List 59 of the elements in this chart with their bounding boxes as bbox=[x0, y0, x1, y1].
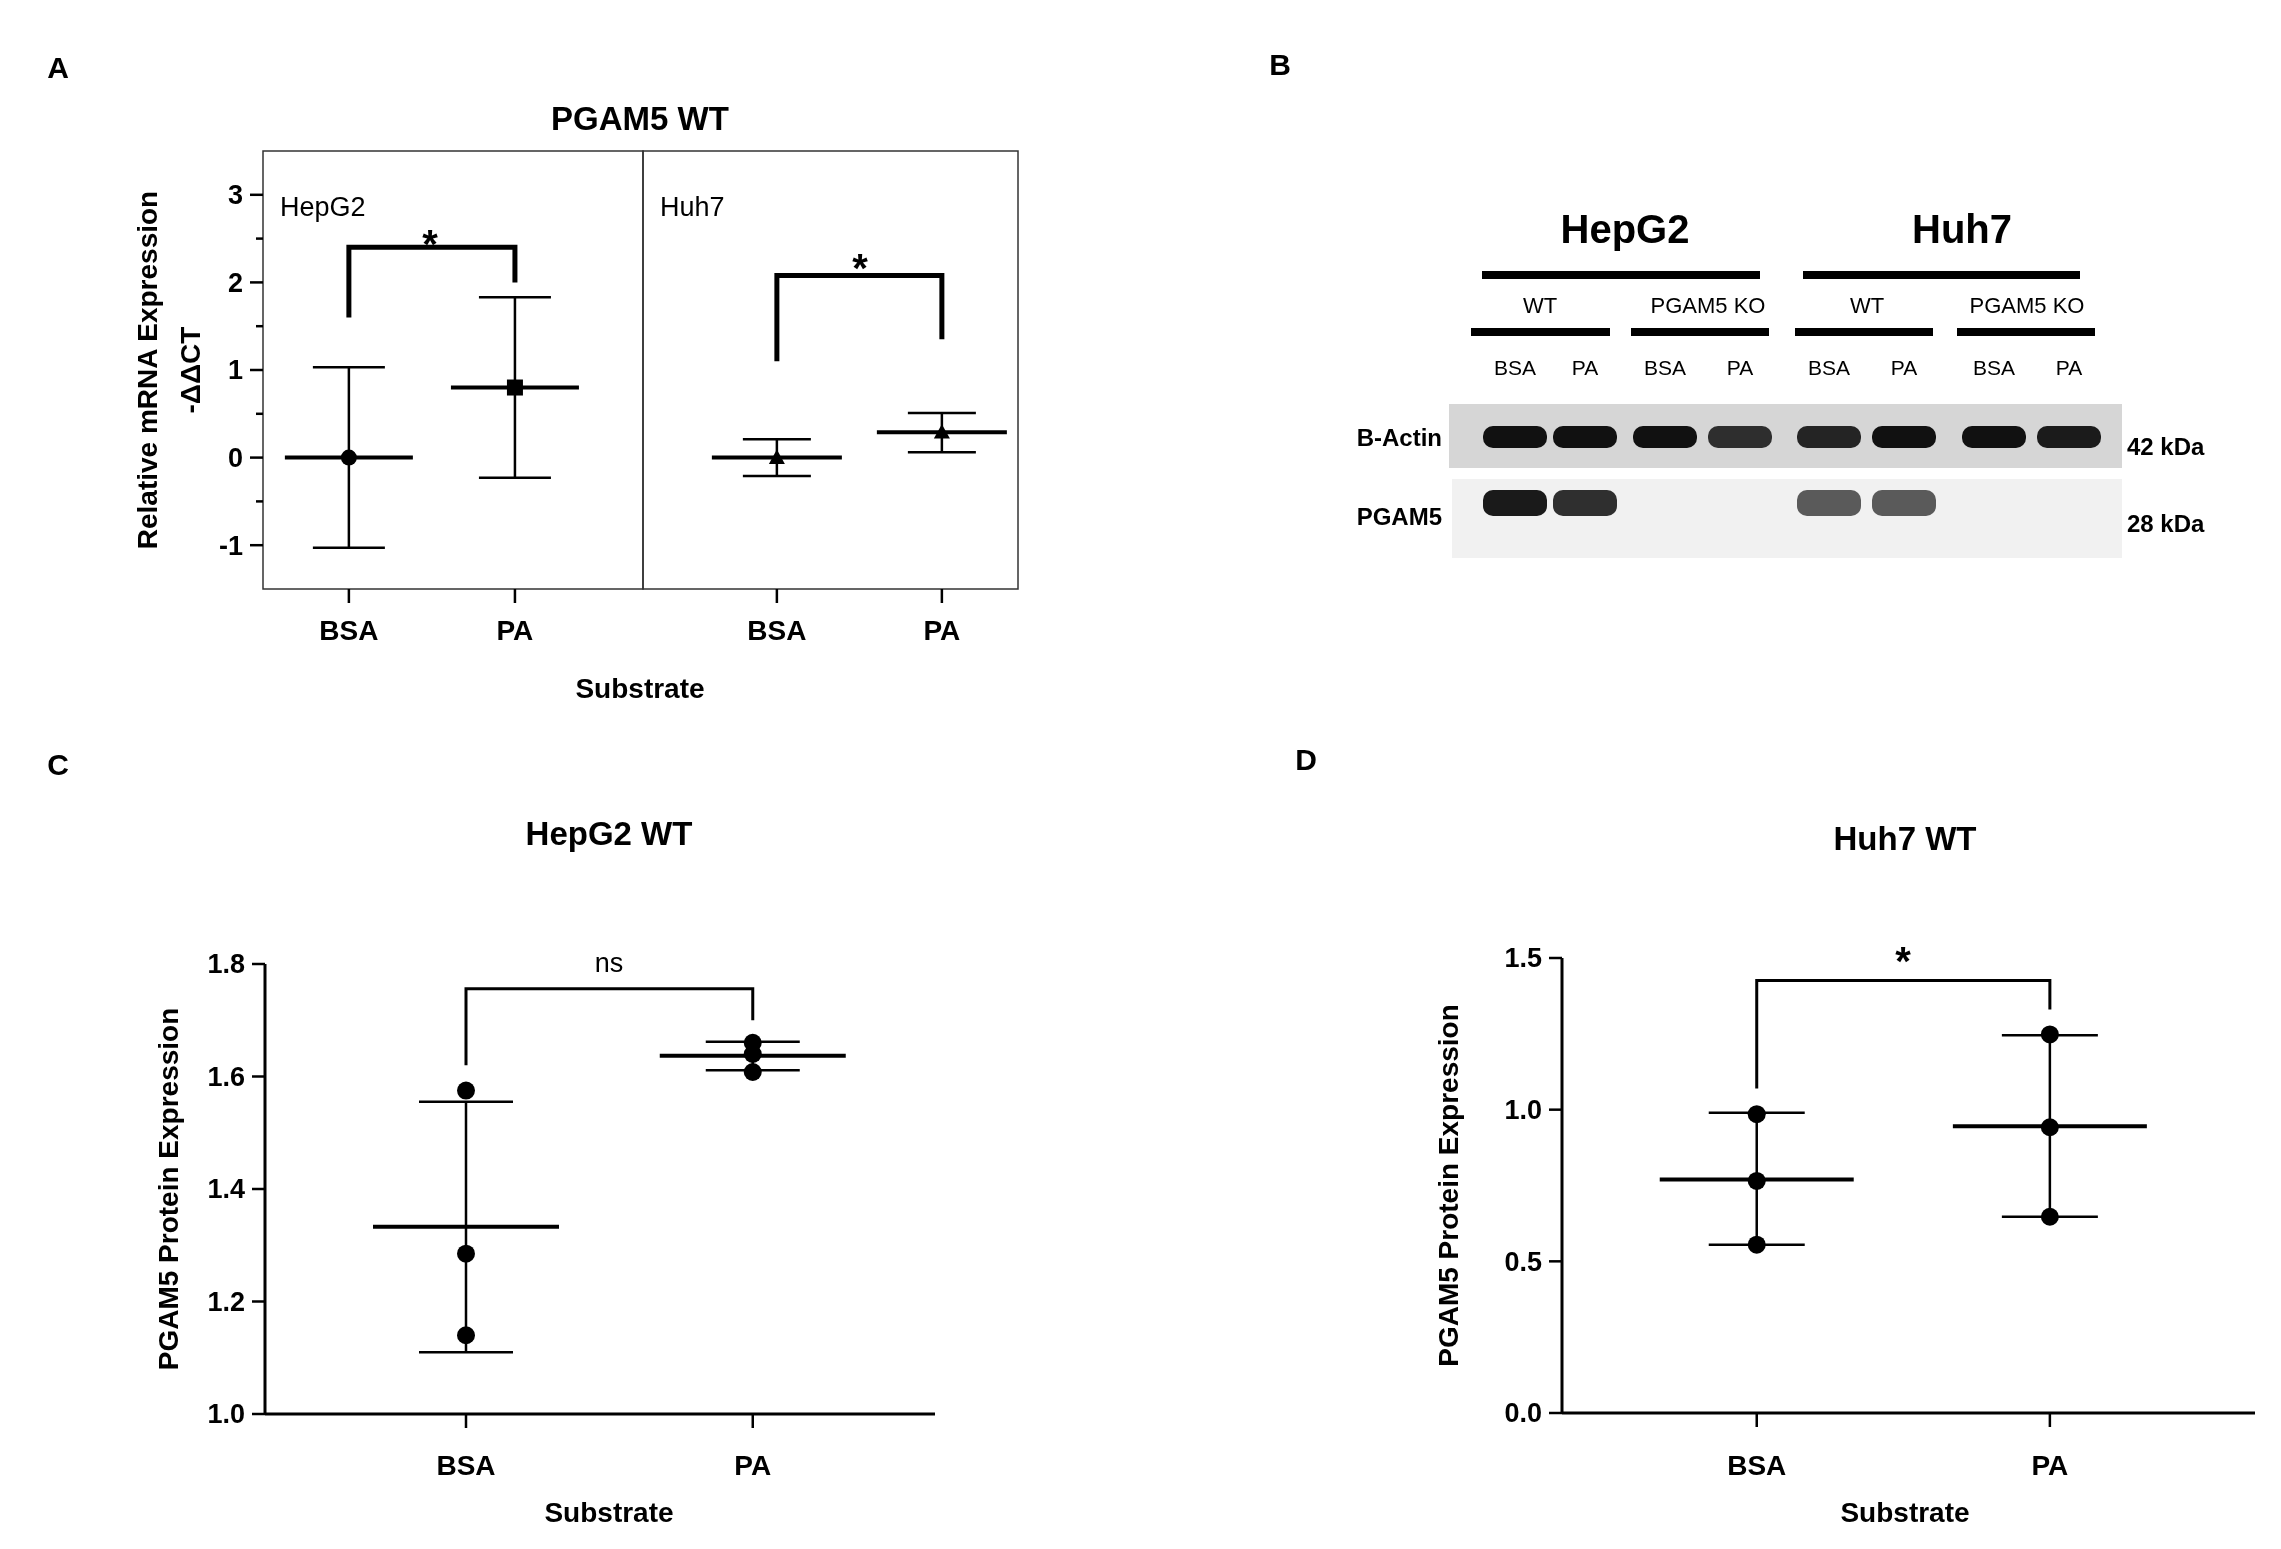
y-tick-label: 1.0 bbox=[207, 1399, 245, 1430]
text: HepG2 bbox=[1560, 207, 1690, 251]
x-tick-label: BSA bbox=[319, 615, 379, 646]
text: C bbox=[47, 748, 69, 781]
text: PA bbox=[1890, 356, 1918, 379]
text: B-Actin bbox=[1356, 424, 1442, 451]
text: WT bbox=[1522, 293, 1558, 318]
text: PGAM5 KO bbox=[1969, 293, 2085, 318]
x-axis-title: Substrate bbox=[575, 673, 705, 704]
text: PA bbox=[1571, 356, 1599, 379]
y-tick-label: 1.8 bbox=[207, 949, 245, 980]
annotation: * bbox=[422, 222, 439, 266]
text: B bbox=[1269, 48, 1291, 81]
text: 28 kDa bbox=[2127, 510, 2206, 537]
y-axis-title: PGAM5 Protein Expression bbox=[153, 1007, 184, 1371]
x-tick-label: PA bbox=[2031, 1450, 2069, 1481]
x-axis-title: Substrate bbox=[1840, 1497, 1970, 1528]
x-tick-label: PA bbox=[923, 615, 961, 646]
annotation: * bbox=[1895, 939, 1912, 983]
y-tick-label: 1.5 bbox=[1504, 943, 1542, 974]
annotation: * bbox=[852, 246, 869, 290]
text: A bbox=[47, 51, 69, 84]
text: BSA bbox=[1972, 356, 2016, 379]
x-tick-label: BSA bbox=[1727, 1450, 1787, 1481]
text: Huh7 bbox=[1912, 207, 2012, 251]
text: BSA bbox=[1643, 356, 1687, 379]
text: PGAM5 KO bbox=[1650, 293, 1766, 318]
y-tick-label: 3 bbox=[227, 180, 243, 211]
y-tick-label: 0.0 bbox=[1504, 1398, 1542, 1429]
text: BSA bbox=[1493, 356, 1537, 379]
y-axis-title: Relative mRNA Expression -ΔΔCT bbox=[132, 190, 206, 550]
text: PA bbox=[2055, 356, 2083, 379]
x-tick-label: PA bbox=[734, 1450, 772, 1481]
chart-title: HepG2 WT bbox=[525, 815, 693, 852]
chart-title: Huh7 WT bbox=[1833, 820, 1977, 857]
y-axis-title: PGAM5 Protein Expression bbox=[1433, 1004, 1464, 1367]
text: PA bbox=[1726, 356, 1754, 379]
y-tick-label: 1 bbox=[227, 355, 243, 386]
x-tick-label: PA bbox=[496, 615, 534, 646]
y-tick-label: 0.5 bbox=[1504, 1246, 1542, 1277]
text: D bbox=[1295, 743, 1317, 776]
y-tick-label: 1.6 bbox=[207, 1061, 245, 1092]
chart-title: PGAM5 WT bbox=[551, 100, 729, 137]
text: PGAM5 bbox=[1356, 503, 1442, 530]
x-axis-title: Substrate bbox=[544, 1497, 674, 1528]
y-tick-label: 0 bbox=[227, 443, 243, 474]
text: 42 kDa bbox=[2127, 433, 2206, 460]
annotation: HepG2 bbox=[280, 192, 366, 222]
y-tick-label: -1 bbox=[218, 530, 243, 561]
y-tick-label: 1.0 bbox=[1504, 1095, 1542, 1126]
text: WT bbox=[1849, 293, 1885, 318]
x-tick-label: BSA bbox=[436, 1450, 496, 1481]
y-tick-label: 1.4 bbox=[207, 1174, 245, 1205]
y-tick-label: 2 bbox=[227, 267, 243, 298]
annotation: ns bbox=[594, 948, 624, 978]
x-tick-label: BSA bbox=[747, 615, 807, 646]
text: BSA bbox=[1807, 356, 1851, 379]
annotation: Huh7 bbox=[660, 192, 725, 222]
y-tick-label: 1.2 bbox=[207, 1286, 245, 1317]
